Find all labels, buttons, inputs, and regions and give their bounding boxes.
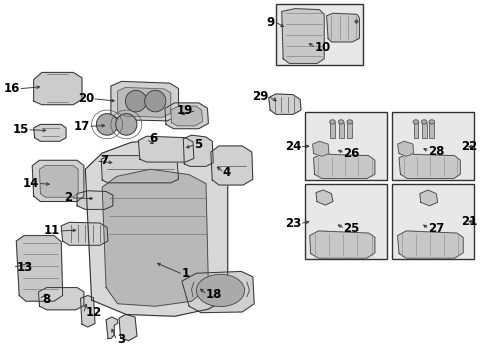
Text: 11: 11 xyxy=(44,224,60,238)
Text: 12: 12 xyxy=(85,306,102,319)
Text: 7: 7 xyxy=(100,154,108,167)
Polygon shape xyxy=(281,9,324,63)
Bar xyxy=(391,112,473,180)
Ellipse shape xyxy=(329,120,335,124)
Polygon shape xyxy=(101,156,178,183)
Polygon shape xyxy=(61,222,108,245)
Ellipse shape xyxy=(116,114,137,135)
Polygon shape xyxy=(309,231,374,258)
Text: 21: 21 xyxy=(461,215,477,229)
Bar xyxy=(329,123,334,138)
Text: 1: 1 xyxy=(182,267,189,280)
Text: 23: 23 xyxy=(284,216,301,230)
Ellipse shape xyxy=(125,90,146,112)
Ellipse shape xyxy=(196,274,244,307)
Ellipse shape xyxy=(428,120,434,124)
Polygon shape xyxy=(77,191,113,210)
Text: 17: 17 xyxy=(74,120,90,133)
Text: 13: 13 xyxy=(16,261,33,274)
Text: 29: 29 xyxy=(252,90,268,103)
Text: 20: 20 xyxy=(78,92,94,105)
Text: 18: 18 xyxy=(205,288,222,301)
Text: 10: 10 xyxy=(314,41,330,54)
Polygon shape xyxy=(119,315,137,341)
Polygon shape xyxy=(315,190,332,205)
Polygon shape xyxy=(40,166,78,197)
Ellipse shape xyxy=(420,120,426,124)
Ellipse shape xyxy=(144,90,165,112)
Text: 15: 15 xyxy=(13,123,29,136)
Text: 16: 16 xyxy=(4,82,20,95)
Polygon shape xyxy=(182,271,254,313)
Text: 24: 24 xyxy=(284,140,301,153)
Polygon shape xyxy=(419,190,437,206)
Ellipse shape xyxy=(346,120,352,124)
Polygon shape xyxy=(164,103,208,129)
Polygon shape xyxy=(183,135,213,166)
Polygon shape xyxy=(16,235,62,301)
Polygon shape xyxy=(102,169,208,306)
Text: 25: 25 xyxy=(343,222,359,235)
Polygon shape xyxy=(32,160,84,202)
Bar xyxy=(391,184,473,259)
Text: 9: 9 xyxy=(266,16,274,29)
Polygon shape xyxy=(85,139,227,316)
Text: 2: 2 xyxy=(64,192,72,204)
Polygon shape xyxy=(397,141,413,156)
Polygon shape xyxy=(170,106,202,126)
Ellipse shape xyxy=(96,114,118,135)
Text: 4: 4 xyxy=(223,166,231,179)
Text: 19: 19 xyxy=(176,104,193,117)
Polygon shape xyxy=(106,317,118,338)
Bar xyxy=(305,184,386,259)
Polygon shape xyxy=(398,154,459,179)
Ellipse shape xyxy=(338,120,343,124)
Polygon shape xyxy=(111,81,178,121)
Polygon shape xyxy=(326,13,359,42)
Polygon shape xyxy=(138,136,194,162)
Text: 3: 3 xyxy=(118,333,125,346)
Polygon shape xyxy=(34,125,66,141)
Text: 6: 6 xyxy=(149,132,158,145)
Bar xyxy=(346,123,351,138)
Bar xyxy=(275,4,362,65)
Ellipse shape xyxy=(412,120,418,124)
Text: 22: 22 xyxy=(461,140,477,153)
Bar xyxy=(338,123,343,138)
Polygon shape xyxy=(118,87,170,117)
Text: 27: 27 xyxy=(427,222,443,235)
Text: 26: 26 xyxy=(343,147,359,159)
Bar xyxy=(305,112,386,180)
Bar xyxy=(421,123,426,138)
Bar xyxy=(428,123,433,138)
Polygon shape xyxy=(81,296,95,327)
Text: 5: 5 xyxy=(194,138,202,150)
Polygon shape xyxy=(313,154,374,179)
Polygon shape xyxy=(312,141,328,156)
Polygon shape xyxy=(268,94,301,114)
Polygon shape xyxy=(210,146,252,185)
Polygon shape xyxy=(39,288,84,310)
Text: 28: 28 xyxy=(427,145,444,158)
Polygon shape xyxy=(34,72,82,105)
Bar xyxy=(413,123,417,138)
Polygon shape xyxy=(397,231,462,258)
Text: 8: 8 xyxy=(42,293,50,306)
Text: 14: 14 xyxy=(23,177,40,190)
